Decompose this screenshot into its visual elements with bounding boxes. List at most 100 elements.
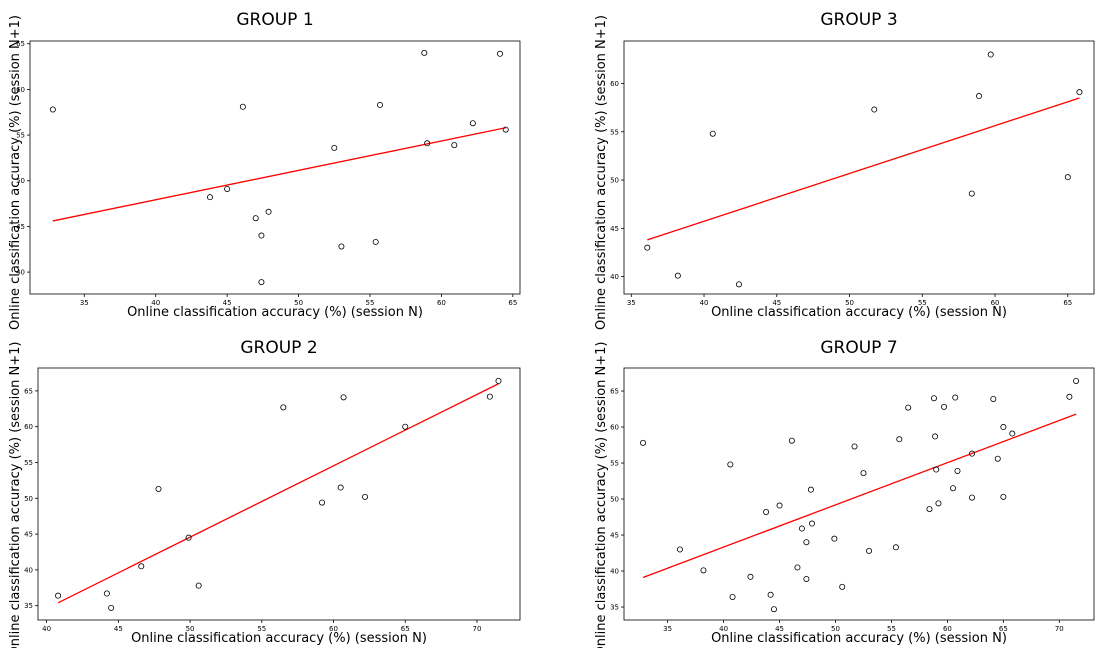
- x-tick-label: 55: [918, 299, 927, 307]
- y-tick-label: 50: [610, 177, 619, 185]
- y-tick-label: 65: [24, 387, 33, 395]
- data-point: [807, 486, 814, 493]
- data-point: [108, 604, 115, 611]
- x-tick-label: 35: [80, 299, 89, 307]
- x-tick-label: 50: [831, 625, 840, 633]
- y-tick-label: 40: [24, 566, 33, 574]
- y-tick-label: 40: [610, 568, 619, 576]
- data-point: [337, 484, 344, 491]
- data-point: [803, 575, 810, 582]
- data-point: [954, 467, 961, 474]
- data-point: [905, 404, 912, 411]
- y-axis-label: Online classification accuracy (%) (sess…: [594, 342, 609, 648]
- x-tick-label: 45: [775, 625, 784, 633]
- chart-title: GROUP 7: [820, 338, 897, 358]
- y-tick-label: 60: [16, 86, 25, 94]
- y-tick-label: 40: [610, 273, 619, 281]
- x-tick-label: 40: [151, 299, 160, 307]
- data-point: [1000, 493, 1007, 500]
- data-point: [839, 583, 846, 590]
- data-point: [952, 394, 959, 401]
- y-axis-label: Online classification accuracy (%) (sess…: [594, 15, 609, 330]
- data-point: [502, 126, 509, 133]
- data-point: [949, 485, 956, 492]
- y-tick-label: 60: [610, 80, 619, 88]
- data-point: [860, 470, 867, 477]
- data-point: [424, 140, 431, 147]
- data-point: [674, 272, 681, 279]
- data-point: [1009, 430, 1016, 437]
- data-point: [640, 439, 647, 446]
- regression-line: [642, 413, 1077, 579]
- x-tick-label: 70: [473, 625, 482, 633]
- data-point: [421, 49, 428, 56]
- data-point: [252, 215, 259, 222]
- data-point: [770, 606, 777, 613]
- chart-panel-group-3: GROUP 3 35 40 45 50 55 60 65 40 45 50 55 60 Online cl…: [550, 0, 1101, 330]
- y-tick-label: 35: [610, 604, 619, 612]
- data-point: [1073, 377, 1080, 384]
- x-axis-label: Online classification accuracy (%) (sess…: [127, 305, 423, 320]
- data-point: [486, 393, 493, 400]
- data-point: [747, 573, 754, 580]
- x-tick-label: 70: [1055, 625, 1064, 633]
- chart-panel-group-2: GROUP 2 40 45 50 55 60 65 70 35 40 45 50 55 60 65 Onlin…: [0, 324, 550, 648]
- x-axis-label: Online classification accuracy (%) (sess…: [131, 631, 427, 646]
- y-tick-label: 45: [610, 532, 619, 540]
- scatter-chart-group-2: GROUP 240 45 50 55 60 65 7035404550556065Onlin…: [8, 338, 521, 648]
- x-tick-label: 35: [627, 299, 636, 307]
- data-point: [976, 93, 983, 100]
- data-point: [258, 279, 265, 286]
- y-tick-label: 50: [16, 177, 25, 185]
- data-point: [763, 508, 770, 515]
- data-point: [265, 208, 272, 215]
- x-tick-label: 45: [772, 299, 781, 307]
- x-tick-label: 60: [329, 625, 338, 633]
- data-point: [969, 450, 976, 457]
- data-point: [798, 525, 805, 532]
- data-point: [803, 539, 810, 546]
- regression-line: [52, 127, 506, 222]
- data-point: [331, 144, 338, 151]
- x-tick-label: 65: [999, 625, 1008, 633]
- data-point: [794, 564, 801, 571]
- x-tick-label: 65: [401, 625, 410, 633]
- y-tick-label: 55: [24, 459, 33, 467]
- x-tick-label: 60: [437, 299, 446, 307]
- data-point: [851, 443, 858, 450]
- data-point: [1076, 89, 1083, 96]
- data-point: [808, 520, 815, 527]
- data-point: [372, 238, 379, 245]
- x-tick-label: 60: [943, 625, 952, 633]
- plot-area-frame: [37, 367, 521, 621]
- y-tick-label: 60: [610, 424, 619, 432]
- data-point: [239, 103, 246, 110]
- data-point: [941, 403, 948, 410]
- data-point: [55, 592, 62, 599]
- chart-panel-group-7: GROUP 7 35 40 45 50 55 60 65 70 35 40 45 50 55 60 65 Onl…: [550, 324, 1101, 648]
- scatter-chart-group-1: GROUP 135 40 45 50 55 60 65404550556065Online …: [8, 10, 521, 330]
- x-tick-label: 40: [719, 625, 728, 633]
- data-point: [926, 506, 933, 513]
- x-tick-label: 50: [186, 625, 195, 633]
- data-point: [831, 535, 838, 542]
- data-point: [451, 142, 458, 149]
- data-point: [932, 433, 939, 440]
- x-tick-label: 50: [845, 299, 854, 307]
- data-point: [195, 582, 202, 589]
- x-tick-label: 55: [366, 299, 375, 307]
- y-axis-label: Online classification accuracy (%) (sess…: [8, 342, 23, 648]
- data-point: [402, 423, 409, 430]
- y-tick-label: 50: [24, 495, 33, 503]
- data-point: [319, 499, 326, 506]
- x-tick-label: 65: [508, 299, 517, 307]
- data-point: [866, 547, 873, 554]
- data-point: [896, 436, 903, 443]
- data-point: [729, 593, 736, 600]
- data-point: [676, 546, 683, 553]
- y-tick-label: 45: [24, 531, 33, 539]
- y-tick-label: 55: [16, 132, 25, 140]
- data-point: [155, 485, 162, 492]
- data-point: [990, 395, 997, 402]
